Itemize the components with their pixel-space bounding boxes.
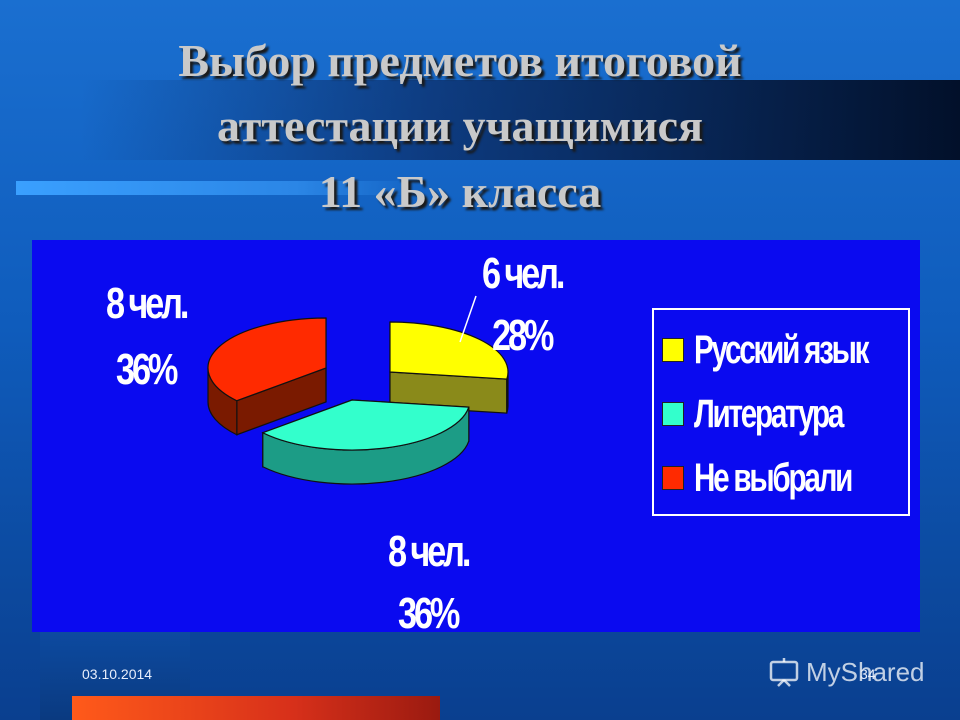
watermark-text: MyShared [806, 656, 925, 687]
legend-item-russian: Русский язык [662, 320, 928, 380]
legend-swatch-none [662, 466, 684, 490]
leader-line-russian [459, 295, 477, 343]
footer-date: 03.10.2014 [82, 666, 153, 682]
page-number: 34 [860, 666, 876, 682]
chart-panel: 6 чел. 28% 8 чел. 36% 8 чел. 36% Русский… [32, 240, 920, 636]
pie-slice-russian [389, 321, 509, 380]
decorative-orange-bar [72, 696, 440, 720]
header-band [80, 80, 960, 160]
pie-slice-none [207, 317, 327, 402]
data-label-percent-russian: 28% [492, 311, 554, 360]
slide-title: Выбор предметов итоговой аттестации учащ… [60, 28, 860, 224]
legend-item-none: Не выбрали [662, 448, 906, 508]
legend-label-none: Не выбрали [694, 455, 853, 500]
title-line-2: аттестации учащимися [217, 100, 703, 152]
pie-chart [207, 295, 509, 485]
data-label-percent-literature: 36% [398, 589, 460, 638]
legend-swatch-russian [662, 338, 684, 362]
chart-legend: Русский язык Литература Не выбрали [652, 308, 910, 516]
title-line-3: 11 «Б» класса [318, 165, 602, 217]
data-label-percent-none: 36% [116, 345, 178, 394]
legend-item-literature: Литература [662, 384, 894, 444]
decorative-stripe [16, 181, 416, 195]
legend-label-literature: Литература [694, 391, 844, 436]
legend-label-russian: Русский язык [694, 327, 869, 372]
title-line-1: Выбор предметов итоговой [178, 35, 742, 86]
legend-swatch-literature [662, 402, 684, 426]
pie-slice-literature [261, 399, 470, 451]
data-label-count-none: 8 чел. [106, 279, 189, 328]
watermark: MyShared [768, 656, 925, 688]
presentation-icon [769, 658, 799, 687]
data-label-count-literature: 8 чел. [388, 527, 471, 576]
data-label-count-russian: 6 чел. [482, 249, 565, 298]
